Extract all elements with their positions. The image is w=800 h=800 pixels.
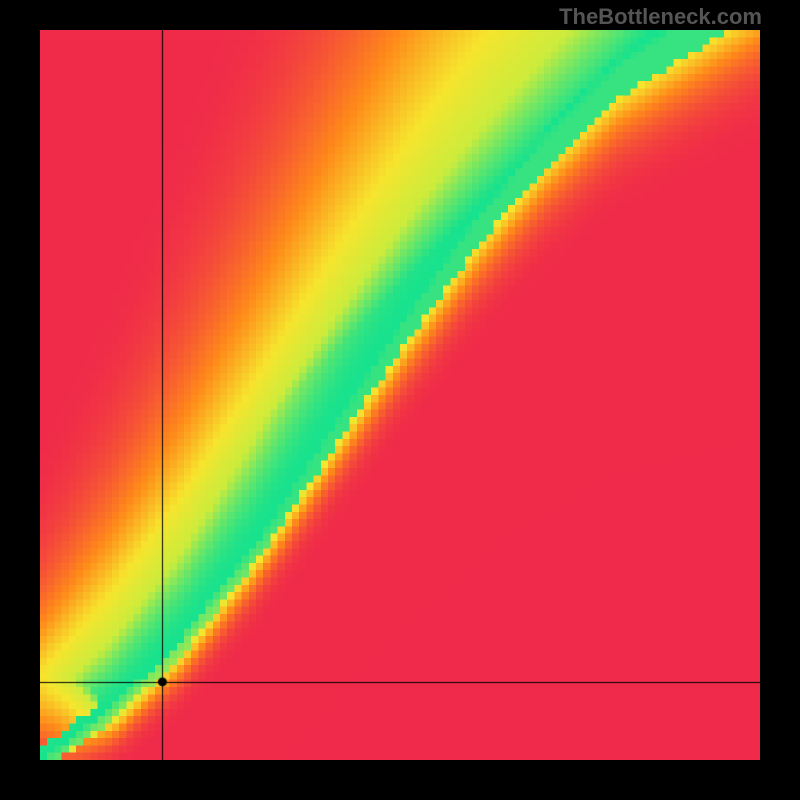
heatmap-plot-area [40, 30, 760, 760]
crosshair-overlay [40, 30, 760, 760]
watermark-text: TheBottleneck.com [559, 4, 762, 30]
chart-container: TheBottleneck.com [0, 0, 800, 800]
